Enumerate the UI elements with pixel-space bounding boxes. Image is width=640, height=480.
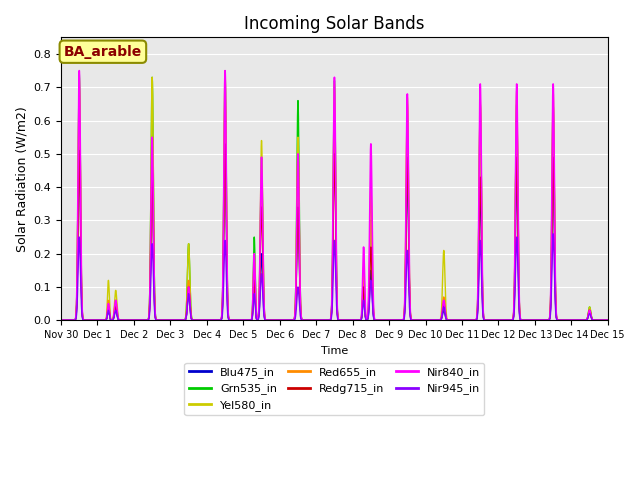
Red655_in [76,84,83,90]
Nir945_in [574,317,582,323]
Grn535_in [472,317,480,323]
Nir840_in [243,317,251,323]
Nir945_in [581,317,589,323]
Nir840_in [76,68,83,73]
Nir945_in [457,317,465,323]
Red655_in [574,317,582,323]
Blu475_in [57,317,65,323]
Redg715_in [243,317,251,323]
Y-axis label: Solar Radiation (W/m2): Solar Radiation (W/m2) [15,106,28,252]
Nir840_in [57,317,65,323]
Nir945_in [472,317,480,323]
Blu475_in [574,317,582,323]
Red655_in [57,317,65,323]
Yel580_in [574,317,582,323]
Yel580_in [221,68,229,73]
Blu475_in [581,317,589,323]
Nir840_in [574,317,582,323]
Blu475_in [331,128,339,133]
Yel580_in [472,317,480,323]
Line: Redg715_in: Redg715_in [61,144,608,320]
Redg715_in [57,317,65,323]
Title: Incoming Solar Bands: Incoming Solar Bands [244,15,424,33]
Blu475_in [472,317,480,323]
Nir945_in [243,317,251,323]
Line: Nir840_in: Nir840_in [61,71,608,320]
Nir945_in [57,317,65,323]
Line: Blu475_in: Blu475_in [61,131,608,320]
Yel580_in [243,317,251,323]
Line: Red655_in: Red655_in [61,87,608,320]
Line: Grn535_in: Grn535_in [61,74,608,320]
Blu475_in [316,317,324,323]
Grn535_in [76,71,83,77]
Blu475_in [243,317,251,323]
Red655_in [472,317,480,323]
Yel580_in [316,317,324,323]
Redg715_in [472,317,480,323]
Grn535_in [574,317,582,323]
Red655_in [581,317,589,323]
Redg715_in [316,317,324,323]
Grn535_in [316,317,324,323]
Red655_in [243,317,251,323]
Redg715_in [604,317,612,323]
Redg715_in [221,141,229,147]
Redg715_in [457,317,465,323]
Grn535_in [457,317,465,323]
Red655_in [316,317,324,323]
Yel580_in [604,317,612,323]
Line: Nir945_in: Nir945_in [61,234,608,320]
Yel580_in [57,317,65,323]
Nir945_in [604,317,612,323]
Red655_in [457,317,465,323]
Blu475_in [457,317,465,323]
Legend: Blu475_in, Grn535_in, Yel580_in, Red655_in, Redg715_in, Nir840_in, Nir945_in: Blu475_in, Grn535_in, Yel580_in, Red655_… [184,362,484,415]
Grn535_in [243,317,251,323]
Redg715_in [581,317,589,323]
Nir840_in [457,317,465,323]
X-axis label: Time: Time [321,346,348,356]
Nir945_in [549,231,557,237]
Redg715_in [574,317,582,323]
Yel580_in [457,317,465,323]
Nir840_in [316,317,324,323]
Nir840_in [472,317,480,323]
Grn535_in [604,317,612,323]
Red655_in [604,317,612,323]
Nir840_in [581,317,589,323]
Line: Yel580_in: Yel580_in [61,71,608,320]
Nir840_in [604,317,612,323]
Text: BA_arable: BA_arable [64,45,142,59]
Grn535_in [581,317,589,323]
Nir945_in [316,317,324,323]
Yel580_in [581,317,589,323]
Grn535_in [57,317,65,323]
Blu475_in [604,317,612,323]
